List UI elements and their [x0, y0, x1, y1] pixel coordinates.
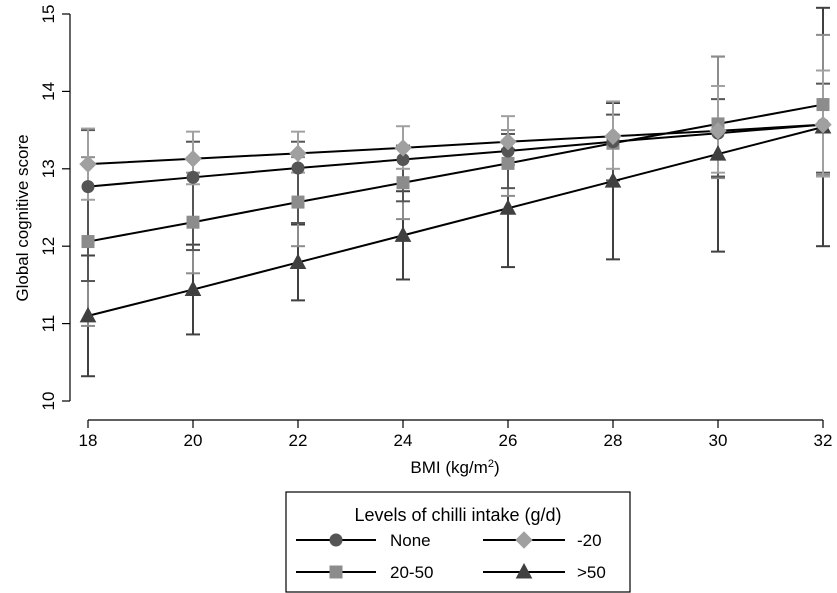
legend-item-diamond: -20	[483, 531, 602, 550]
data-point-triangle	[709, 145, 727, 161]
data-point-diamond	[604, 127, 622, 145]
legend-label: >50	[577, 563, 606, 582]
legend-label: 20-50	[390, 563, 433, 582]
y-tick-label: 10	[39, 392, 58, 411]
data-point-triangle	[394, 226, 412, 242]
legend-marker	[329, 533, 343, 547]
series-line-diamond	[87, 123, 824, 166]
data-point-diamond	[499, 133, 517, 151]
data-point-diamond	[709, 122, 727, 140]
data-point-triangle	[184, 280, 202, 297]
legend-marker	[329, 565, 343, 579]
data-point-triangle	[79, 306, 97, 323]
data-point-square	[81, 235, 95, 249]
data-point-triangle	[604, 172, 622, 188]
y-tick-label: 14	[39, 82, 58, 101]
x-tick-label: 28	[604, 431, 623, 450]
legend-label: -20	[577, 531, 602, 550]
legend-item-square: 20-50	[296, 563, 433, 582]
data-point-circle	[291, 161, 305, 175]
x-tick-label: 30	[709, 431, 728, 450]
data-point-square	[186, 215, 200, 229]
x-tick-label: 22	[289, 431, 308, 450]
data-point-square	[291, 195, 305, 209]
y-tick-label: 11	[39, 315, 58, 333]
x-tick-label: 32	[814, 431, 833, 450]
x-tick-label: 18	[79, 431, 98, 450]
data-point-square	[816, 98, 830, 112]
y-axis-title: Global cognitive score	[13, 134, 32, 301]
legend-marker	[515, 531, 533, 549]
data-point-circle	[186, 170, 200, 184]
data-point-square	[501, 156, 515, 170]
series-line-triangle	[87, 126, 824, 317]
data-point-diamond	[79, 155, 97, 173]
series-line-square	[87, 103, 824, 243]
legend: Levels of chilli intake (g/d) None -20 20-…	[285, 491, 631, 593]
data-point-diamond	[289, 144, 307, 163]
x-tick-label: 24	[394, 431, 413, 450]
x-axis-title: BMI (kg/m2)	[410, 458, 499, 477]
data-point-circle	[81, 180, 95, 194]
data-point-triangle	[289, 253, 307, 269]
x-tick-label: 20	[184, 431, 203, 450]
legend-title: Levels of chilli intake (g/d)	[354, 505, 561, 525]
legend-label: None	[390, 531, 431, 550]
data-point-diamond	[184, 150, 202, 168]
y-tick-label: 15	[39, 5, 58, 24]
data-point-square	[396, 176, 410, 190]
data-point-diamond	[394, 139, 412, 157]
legend-box	[285, 491, 631, 593]
y-tick-label: 13	[39, 159, 58, 178]
legend-marker	[515, 562, 533, 579]
data-point-diamond	[814, 115, 832, 134]
legend-item-triangle: >50	[483, 562, 606, 582]
x-tick-label: 26	[499, 431, 518, 450]
data-point-triangle	[499, 199, 517, 215]
series-line-circle	[87, 123, 824, 188]
legend-item-circle: None	[296, 531, 431, 550]
y-tick-label: 12	[39, 237, 58, 256]
plot-area: 10 11 12 13 14 15 18 20 22 24 26 28 30 32	[39, 5, 832, 450]
